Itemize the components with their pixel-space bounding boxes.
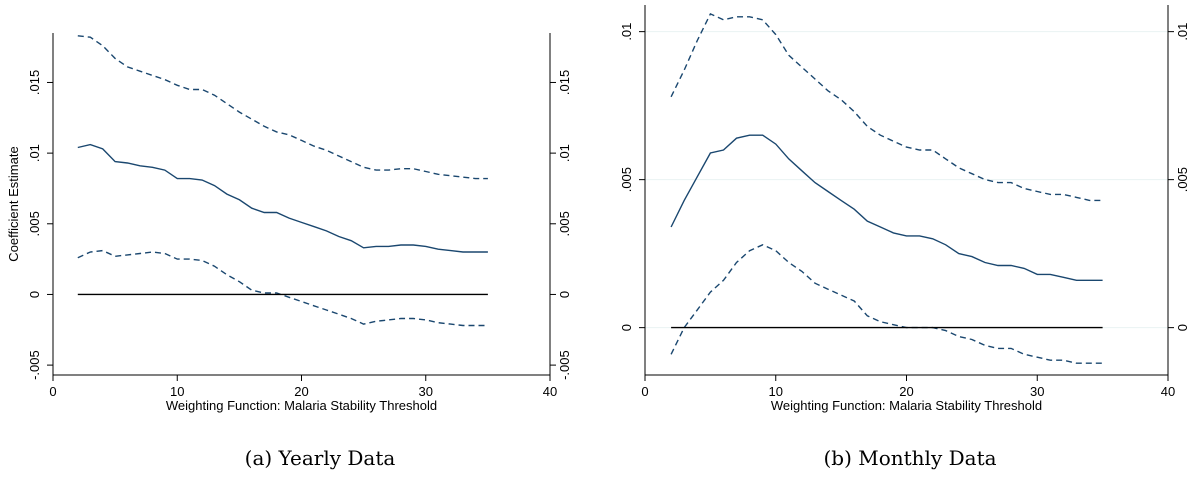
chart1-y-tick-label-left-0: -.005	[27, 350, 42, 380]
chart1-y-tick-label-right-2: .005	[557, 211, 572, 236]
chart2-bound-line-2	[670, 244, 1103, 364]
chart1-x-tick-label-2: 20	[294, 384, 308, 399]
caption-b: (b) Monthly Data	[823, 446, 997, 470]
chart1-x-axis-title: Weighting Function: Malaria Stability Th…	[166, 398, 437, 413]
chart2-x-tick-label-4: 40	[1161, 384, 1175, 399]
chart1-x-tick-label-4: 40	[543, 384, 557, 399]
chart2-y-tick-label-left-2: .01	[619, 23, 634, 41]
chart1-y-tick-label-right-3: .01	[557, 144, 572, 162]
chart2-x-tick-label-0: 0	[641, 384, 648, 399]
chart2-bound-line-0	[670, 12, 1103, 202]
chart1-y-axis-title: Coefficient Estimate	[6, 146, 21, 261]
chart1-estimate-line	[77, 143, 488, 253]
chart2-y-tick-label-right-2: .01	[1175, 23, 1190, 41]
chart2-group: 0 10 20 30 40 0 0 .005 .005 .01 .01 Weighting Funct…	[619, 5, 1190, 413]
chart1-y-tick-label-right-1: 0	[557, 291, 572, 298]
chart2-y-tick-label-left-0: 0	[619, 324, 634, 331]
chart2-y-tick-label-left-1: .005	[619, 167, 634, 192]
chart2-y-tick-label-right-1: .005	[1175, 167, 1190, 192]
chart1-x-tick-label-1: 10	[170, 384, 184, 399]
chart1-bound-line-2	[77, 249, 488, 327]
chart2-x-tick-label-3: 30	[1030, 384, 1044, 399]
chart1-y-tick-label-left-4: .015	[27, 70, 42, 95]
chart2-y-tick-label-right-0: 0	[1175, 324, 1190, 331]
chart1-y-tick-label-right-0: -.005	[557, 350, 572, 380]
chart1-bound-line-0	[77, 35, 488, 180]
chart2-x-tick-label-2: 20	[899, 384, 913, 399]
chart1-y-tick-label-left-2: .005	[27, 211, 42, 236]
chart1-y-tick-label-right-4: .015	[557, 70, 572, 95]
chart2-x-axis-title: Weighting Function: Malaria Stability Th…	[771, 398, 1042, 413]
chart1-y-tick-label-left-3: .01	[27, 144, 42, 162]
chart2-estimate-line	[670, 134, 1103, 281]
chart1-x-tick-label-0: 0	[49, 384, 56, 399]
chart1-x-tick-label-3: 30	[419, 384, 433, 399]
chart2-x-tick-label-1: 10	[769, 384, 783, 399]
chart1-y-tick-label-left-1: 0	[27, 291, 42, 298]
caption-a: (a) Yearly Data	[244, 446, 396, 470]
